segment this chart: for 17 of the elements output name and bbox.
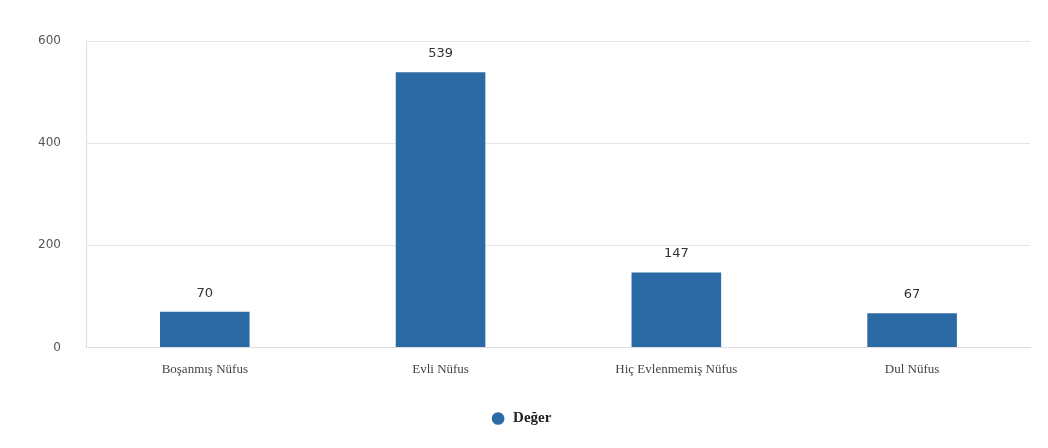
x-tick-label: Dul Nüfus — [884, 360, 940, 376]
y-tick-label: 0 — [53, 339, 61, 354]
x-tick-label: Evli Nüfus — [412, 360, 469, 376]
data-label: 539 — [428, 45, 453, 61]
data-label: 70 — [196, 284, 214, 300]
y-tick-label: 200 — [38, 237, 61, 252]
bar — [631, 272, 722, 347]
data-label: 67 — [903, 286, 921, 302]
legend-label: Değer — [513, 409, 552, 426]
y-tick-label: 600 — [38, 33, 61, 48]
x-tick-label: Hiç Evlenmemiş Nüfus — [615, 360, 738, 376]
x-tick-label: Boşanmış Nüfus — [161, 360, 248, 376]
bar — [159, 311, 250, 347]
data-label: 147 — [663, 245, 689, 261]
bar — [867, 313, 957, 347]
bar — [395, 72, 486, 347]
y-tick-label: 400 — [38, 135, 61, 150]
